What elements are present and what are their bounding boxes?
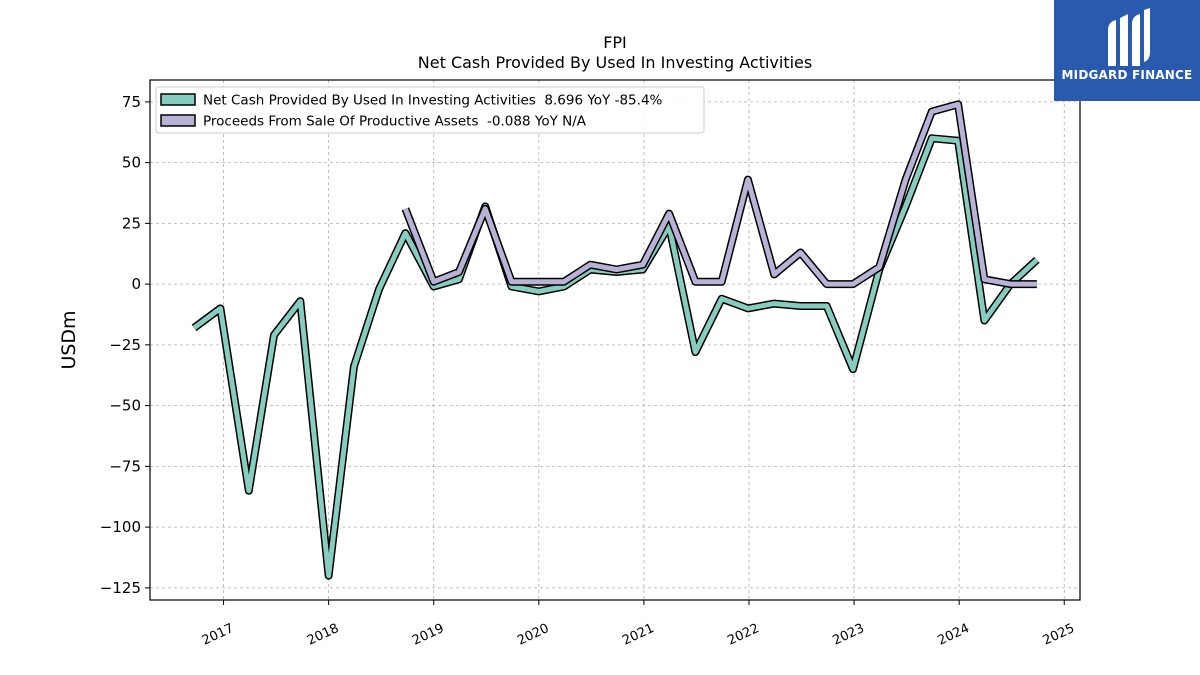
data-point xyxy=(484,208,486,210)
data-point xyxy=(852,283,854,285)
data-point xyxy=(800,305,801,307)
data-point xyxy=(878,266,880,268)
x-tick-label: 2022 xyxy=(725,621,761,649)
y-tick-label: −100 xyxy=(100,518,141,536)
legend-label-net-cash: Net Cash Provided By Used In Investing A… xyxy=(203,93,663,109)
data-point xyxy=(563,286,565,287)
legend: Net Cash Provided By Used In Investing A… xyxy=(155,86,705,134)
data-point xyxy=(800,252,801,253)
data-point xyxy=(433,286,435,287)
legend-swatch-proceeds xyxy=(160,114,196,127)
data-point xyxy=(353,366,355,368)
x-tick-label: 2017 xyxy=(200,621,236,649)
data-point xyxy=(458,271,460,273)
data-point xyxy=(458,278,460,280)
data-point xyxy=(299,300,301,302)
y-tick-label: −75 xyxy=(109,457,141,475)
data-point xyxy=(721,298,723,300)
data-point xyxy=(773,273,775,275)
data-point xyxy=(931,111,933,113)
data-point xyxy=(642,269,644,270)
y-axis-label: USDm xyxy=(58,310,80,369)
data-point xyxy=(404,232,406,234)
data-point xyxy=(273,334,275,336)
chart-subtitle: Net Cash Provided By Used In Investing A… xyxy=(418,53,812,72)
y-tick-label: 25 xyxy=(122,214,141,232)
data-point xyxy=(694,351,696,353)
data-point xyxy=(852,368,854,370)
y-tick-label: −125 xyxy=(100,579,141,597)
data-point xyxy=(773,303,775,305)
series-lines xyxy=(191,100,1040,580)
x-tick-label: 2019 xyxy=(410,621,446,649)
plot-frame xyxy=(149,79,1081,601)
data-point xyxy=(826,305,828,307)
data-point xyxy=(642,264,644,266)
legend-label-proceeds: Proceeds From Sale Of Productive Assets … xyxy=(203,114,587,130)
x-tick-label: 2018 xyxy=(305,621,341,649)
data-point xyxy=(538,290,540,292)
grid-lines xyxy=(150,80,1080,600)
x-tick-label: 2020 xyxy=(515,621,551,649)
y-tick-label: −50 xyxy=(109,397,141,415)
data-point xyxy=(511,286,512,287)
y-tick-label: 50 xyxy=(122,154,141,172)
data-point xyxy=(747,179,749,181)
data-point xyxy=(983,278,985,280)
legend-swatch-net-cash xyxy=(160,93,196,106)
data-point xyxy=(983,320,985,322)
data-point xyxy=(378,288,380,290)
data-point xyxy=(248,490,250,492)
y-axis: 75 50 25 0 −25 −50 −75 −100 −125 xyxy=(100,93,150,597)
data-point xyxy=(433,281,435,283)
y-tick-label: −25 xyxy=(109,336,141,354)
company-logo: MIDGARD FINANCE xyxy=(1054,0,1200,101)
x-axis: 2017 2018 2019 2020 2021 2022 2023 2024 2025 xyxy=(200,600,1077,649)
data-point xyxy=(694,281,696,283)
y-tick-label: 0 xyxy=(131,275,141,293)
data-point xyxy=(1036,283,1038,285)
x-tick-label: 2021 xyxy=(620,621,656,649)
x-tick-label: 2023 xyxy=(830,621,866,649)
data-point xyxy=(511,281,512,283)
data-point xyxy=(1036,259,1038,261)
data-point xyxy=(404,208,406,210)
data-point xyxy=(747,307,749,309)
data-point xyxy=(668,225,670,227)
data-point xyxy=(721,281,723,283)
data-point xyxy=(328,575,330,577)
data-point xyxy=(957,103,959,105)
data-point xyxy=(1010,283,1012,285)
data-point xyxy=(193,327,195,329)
data-point xyxy=(563,281,565,283)
data-point xyxy=(668,213,670,215)
data-point xyxy=(219,307,221,309)
data-point xyxy=(905,179,907,181)
y-tick-label: 75 xyxy=(122,93,141,111)
data-point xyxy=(931,137,933,139)
x-tick-label: 2025 xyxy=(1041,621,1077,649)
data-point xyxy=(957,140,959,142)
x-tick-label: 2024 xyxy=(936,621,972,649)
logo-text: MIDGARD FINANCE xyxy=(1061,68,1193,82)
data-point xyxy=(905,205,907,207)
data-point xyxy=(538,281,540,283)
chart-title: FPI xyxy=(603,33,627,52)
legend-box xyxy=(155,86,705,134)
data-point xyxy=(616,269,618,270)
logo-mark-icon xyxy=(1108,8,1150,66)
data-point xyxy=(826,283,828,285)
data-point xyxy=(589,264,591,266)
